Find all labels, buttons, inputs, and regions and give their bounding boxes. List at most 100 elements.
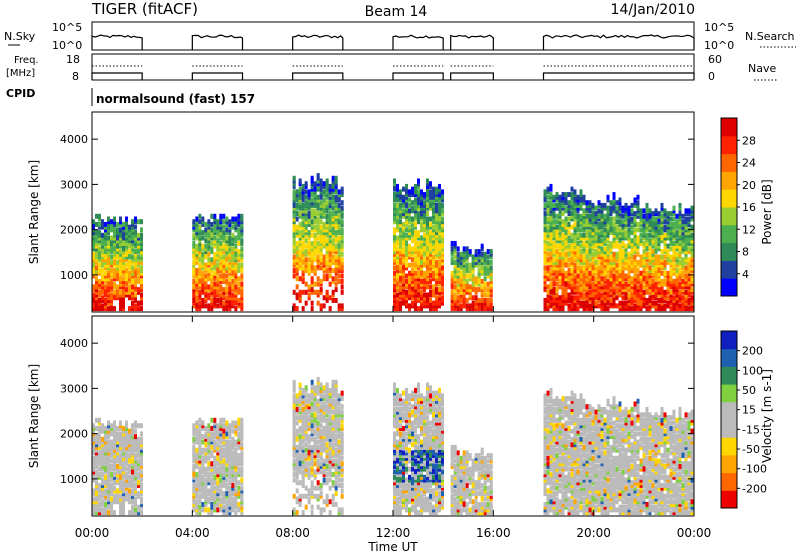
power-cell: [216, 219, 219, 224]
power-cell: [619, 197, 622, 202]
power-cell: [317, 241, 320, 246]
power-cell: [332, 211, 335, 216]
power-cell: [296, 306, 299, 311]
power-cell: [426, 217, 429, 222]
power-cell: [628, 206, 631, 211]
power-cell: [652, 279, 655, 284]
power-cell: [589, 271, 592, 276]
power-cell: [568, 263, 571, 268]
power-cell: [667, 244, 670, 249]
power-cell: [583, 301, 586, 306]
power-cell: [451, 290, 454, 295]
power-cell: [131, 255, 134, 260]
power-cell: [667, 295, 670, 300]
power-cell: [544, 211, 547, 216]
velocity-cell: [216, 502, 219, 507]
power-cell: [317, 255, 320, 260]
power-cell: [326, 260, 329, 265]
power-cell: [335, 276, 338, 281]
power-cell: [457, 246, 460, 251]
power-cell: [556, 192, 559, 197]
power-cell: [411, 257, 414, 262]
power-cell: [673, 263, 676, 268]
power-cell: [326, 214, 329, 219]
power-cell: [210, 274, 213, 279]
power-cell: [625, 230, 628, 235]
nsky-trace: [393, 35, 443, 50]
velocity-cell: [198, 467, 201, 472]
power-cell: [405, 290, 408, 295]
power-cell: [688, 257, 691, 262]
power-cell: [341, 227, 344, 232]
power-cell: [311, 208, 314, 213]
cpid-value: normalsound (fast) 157: [96, 92, 255, 106]
power-cell: [547, 290, 550, 295]
power-cell: [341, 252, 344, 257]
power-cell: [658, 303, 661, 308]
velocity-cell: [207, 507, 210, 512]
power-cell: [490, 260, 493, 265]
power-cell: [556, 225, 559, 230]
velocity-cell: [113, 472, 116, 477]
power-cell: [234, 244, 237, 249]
power-cell: [329, 295, 332, 300]
power-cell: [481, 284, 484, 289]
velocity-cell: [137, 480, 140, 485]
power-cell: [213, 214, 216, 219]
power-cell: [670, 290, 673, 295]
power-cell: [216, 276, 219, 281]
power-cell: [589, 257, 592, 262]
power-cell: [110, 268, 113, 273]
power-cell: [231, 233, 234, 238]
power-cell: [604, 214, 607, 219]
power-cell: [556, 287, 559, 292]
velocity-cell: [231, 497, 234, 502]
power-cell: [237, 249, 240, 254]
power-cell: [429, 298, 432, 303]
power-cell: [110, 219, 113, 224]
power-cell: [399, 284, 402, 289]
power-colorbar-tick-label: 12: [742, 223, 756, 236]
velocity-cell: [222, 434, 225, 439]
power-cell: [670, 306, 673, 311]
power-cell: [441, 203, 444, 208]
power-cell: [323, 222, 326, 227]
power-cell: [589, 303, 592, 308]
power-cell: [613, 252, 616, 257]
velocity-cell: [110, 423, 113, 428]
power-cell: [484, 282, 487, 287]
power-cell: [408, 189, 411, 194]
power-cell: [580, 301, 583, 306]
power-cell: [550, 295, 553, 300]
power-colorbar-swatch: [721, 171, 737, 189]
power-cell: [335, 255, 338, 260]
power-cell: [131, 284, 134, 289]
power-cell: [556, 219, 559, 224]
velocity-cell: [104, 426, 107, 431]
power-cell: [652, 211, 655, 216]
velocity-cell: [234, 440, 237, 445]
power-cell: [326, 178, 329, 183]
velocity-cell: [122, 426, 125, 431]
power-cell: [338, 214, 341, 219]
power-cell: [679, 290, 682, 295]
power-cell: [631, 276, 634, 281]
power-cell: [682, 271, 685, 276]
power-cell: [637, 195, 640, 200]
power-cell: [317, 301, 320, 306]
power-cell: [435, 295, 438, 300]
velocity-cell: [207, 472, 210, 477]
velocity-cell: [134, 497, 137, 502]
power-cell: [113, 290, 116, 295]
power-cell: [329, 306, 332, 311]
velocity-cell: [204, 507, 207, 512]
power-cell: [670, 255, 673, 260]
power-cell: [454, 284, 457, 289]
freq-trace: [451, 73, 494, 80]
power-cell: [634, 255, 637, 260]
power-cell: [478, 287, 481, 292]
power-cell: [192, 219, 195, 224]
power-cell: [583, 208, 586, 213]
power-cell: [323, 197, 326, 202]
velocity-cell: [192, 423, 195, 428]
